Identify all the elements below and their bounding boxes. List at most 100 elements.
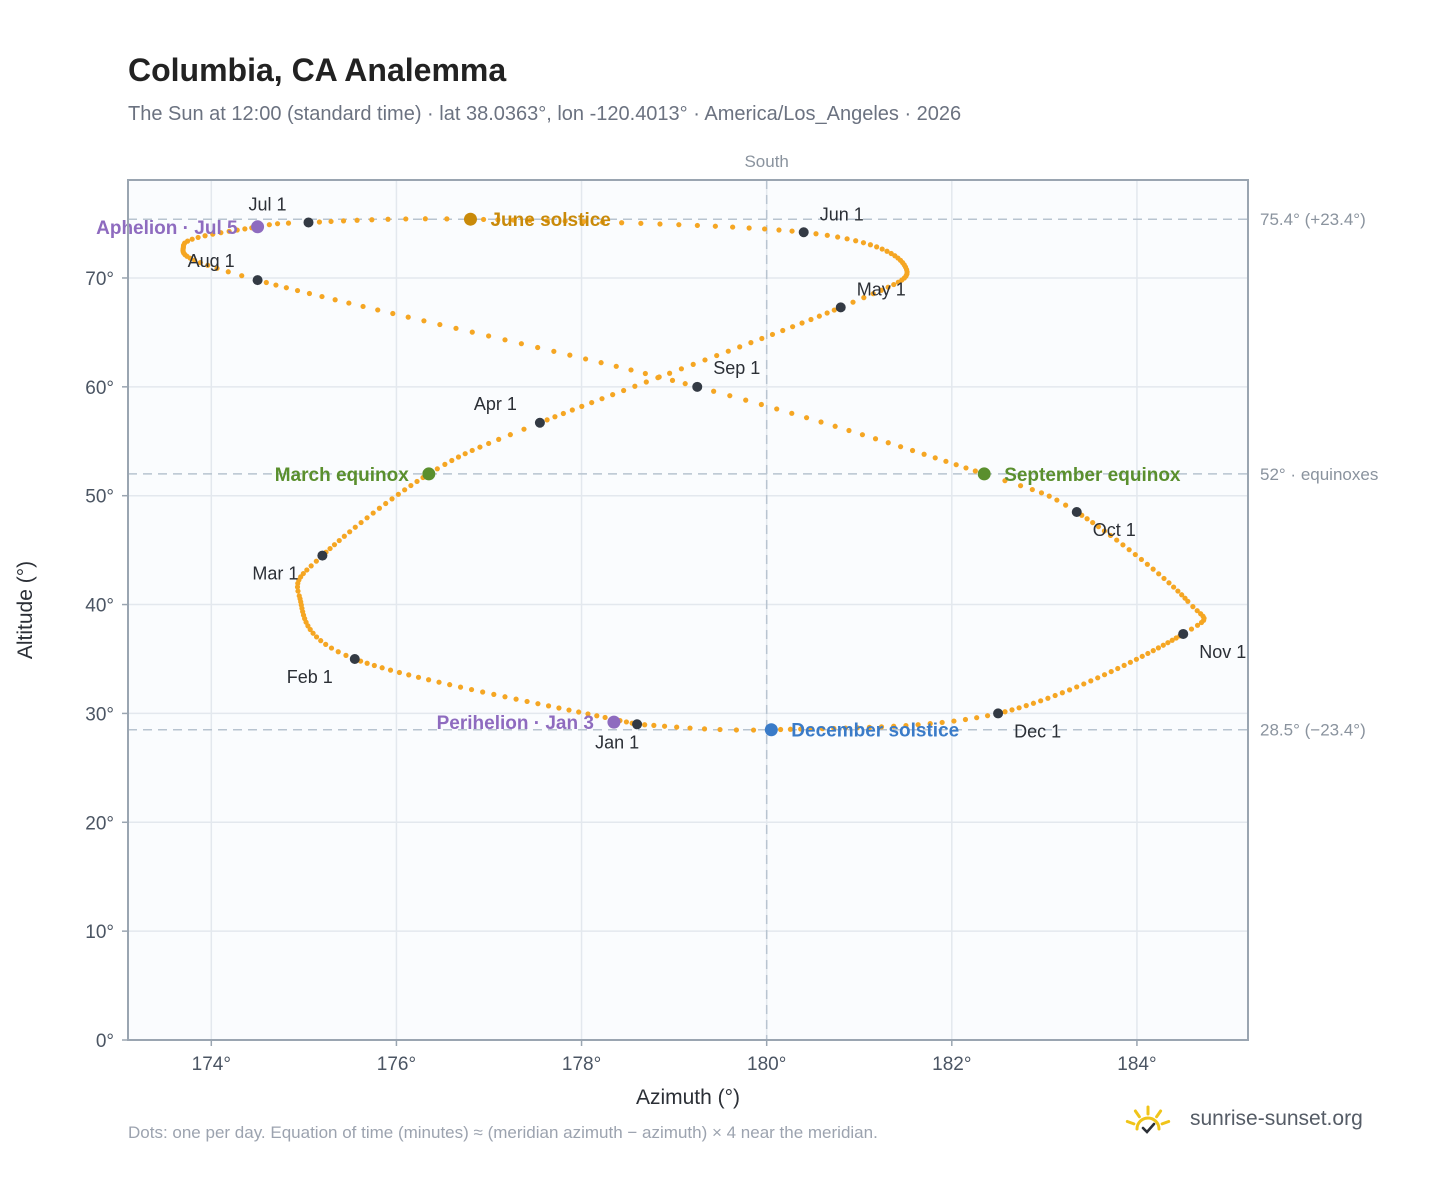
- daily-sun-dot: [594, 713, 600, 719]
- month-label: Sep 1: [713, 358, 760, 378]
- y-tick-label: 50°: [85, 487, 114, 508]
- daily-sun-dot: [352, 524, 358, 530]
- page-subtitle: The Sun at 12:00 (standard time) · lat 3…: [128, 103, 962, 125]
- daily-sun-dot: [879, 246, 885, 252]
- daily-sun-dot: [226, 228, 232, 234]
- daily-sun-dot: [408, 482, 414, 489]
- daily-sun-dot: [387, 667, 394, 673]
- daily-sun-dot: [854, 725, 860, 731]
- daily-sun-dot: [690, 361, 696, 367]
- daily-sun-dot: [642, 722, 648, 728]
- daily-sun-dot: [619, 220, 625, 226]
- daily-sun-dot: [861, 295, 867, 301]
- daily-sun-dot: [860, 240, 867, 246]
- daily-sun-dot: [746, 225, 752, 231]
- daily-sun-dot: [1017, 483, 1024, 489]
- sun-logo-icon: [1125, 1105, 1171, 1134]
- daily-sun-dot: [396, 669, 403, 676]
- daily-sun-dot: [1023, 703, 1029, 709]
- daily-sun-dot: [844, 236, 850, 242]
- daily-sun-dot: [556, 705, 562, 711]
- event-marker: [977, 467, 991, 481]
- daily-sun-dot: [824, 310, 830, 316]
- daily-sun-dot: [521, 426, 527, 432]
- daily-sun-dot: [1139, 653, 1145, 659]
- daily-sun-dot: [318, 638, 324, 644]
- y-tick-label: 60°: [85, 378, 114, 399]
- daily-sun-dot: [818, 419, 824, 425]
- daily-sun-dot: [853, 238, 859, 244]
- daily-sun-dot: [1084, 516, 1090, 522]
- daily-sun-dot: [225, 269, 231, 275]
- daily-sun-dot: [510, 217, 516, 223]
- daily-sun-dot: [870, 291, 876, 297]
- daily-sun-dot: [1169, 637, 1175, 643]
- daily-sun-dot: [598, 360, 604, 366]
- daily-sun-dot: [984, 713, 991, 719]
- daily-sun-dot: [567, 352, 573, 358]
- event-marker: [251, 220, 265, 234]
- daily-sun-dot: [1120, 542, 1126, 548]
- daily-sun-dot: [1108, 668, 1114, 675]
- daily-sun-dot: [878, 287, 884, 293]
- daily-sun-dot: [628, 367, 634, 373]
- daily-sun-dot: [354, 217, 360, 223]
- daily-sun-dot: [535, 344, 541, 351]
- event-label: Perihelion · Jan 3: [437, 713, 594, 734]
- daily-sun-dot: [1081, 681, 1087, 687]
- month-marker: [317, 550, 328, 561]
- daily-sun-dot: [842, 725, 849, 731]
- daily-sun-dot: [762, 226, 768, 232]
- daily-sun-dot: [285, 220, 292, 226]
- daily-sun-dot: [447, 682, 453, 688]
- daily-sun-dot: [750, 727, 757, 733]
- daily-sun-dot: [296, 593, 302, 599]
- daily-sun-dot: [406, 672, 412, 678]
- daily-sun-dot: [1156, 571, 1162, 577]
- daily-sun-dot: [778, 726, 784, 733]
- daily-sun-dot: [1002, 709, 1008, 715]
- daily-sun-dot: [434, 466, 440, 472]
- page-title: Columbia, CA Analemma: [128, 52, 507, 88]
- daily-sun-dot: [328, 218, 334, 225]
- daily-sun-dot: [1002, 478, 1008, 484]
- daily-sun-dot: [1132, 551, 1138, 558]
- daily-sun-dot: [197, 260, 203, 266]
- daily-sun-dot: [1194, 608, 1200, 614]
- daily-sun-dot: [453, 325, 459, 331]
- daily-sun-dot: [884, 248, 890, 254]
- daily-sun-dot: [1038, 490, 1045, 496]
- daily-sun-dot: [1009, 707, 1015, 713]
- daily-sun-dot: [1052, 692, 1058, 699]
- brand[interactable]: sunrise-sunset.org: [1120, 1102, 1363, 1136]
- daily-sun-dot: [602, 714, 608, 721]
- daily-sun-dot: [643, 379, 649, 385]
- daily-sun-dot: [360, 303, 366, 310]
- daily-sun-dot: [1165, 640, 1171, 646]
- daily-sun-dot: [712, 223, 718, 229]
- daily-sun-dot: [310, 630, 316, 636]
- reference-line-label: 28.5° (−23.4°): [1260, 721, 1366, 740]
- daily-sun-dot: [632, 383, 638, 389]
- month-label: Dec 1: [1014, 721, 1061, 741]
- daily-sun-dot: [694, 222, 700, 229]
- daily-sun-dot: [962, 716, 969, 723]
- daily-sun-dot: [437, 321, 443, 328]
- daily-sun-dot: [480, 216, 487, 223]
- daily-sun-dot: [202, 233, 208, 239]
- daily-sun-dot: [527, 217, 533, 224]
- daily-sun-dot: [599, 396, 605, 402]
- x-tick-label: 184°: [1117, 1054, 1156, 1075]
- daily-sun-dot: [661, 723, 668, 729]
- daily-sun-dot: [1046, 493, 1052, 499]
- daily-sun-dot: [313, 558, 319, 564]
- daily-sun-dot: [621, 387, 627, 394]
- daily-sun-dot: [442, 461, 448, 467]
- daily-sun-dot: [974, 715, 980, 721]
- daily-sun-dot: [480, 689, 486, 695]
- daily-sun-dot: [1150, 647, 1156, 654]
- daily-sun-dot: [682, 381, 688, 387]
- meridian-label: South: [744, 152, 788, 171]
- daily-sun-dot: [576, 709, 582, 715]
